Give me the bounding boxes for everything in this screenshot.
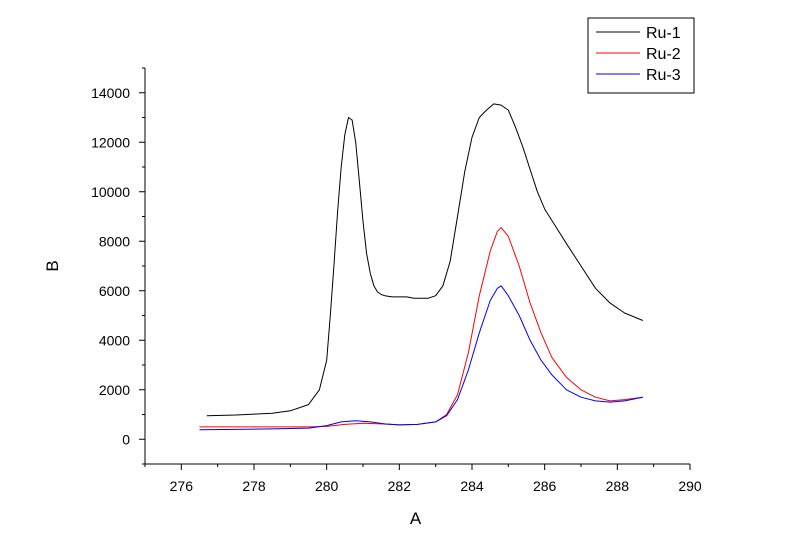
- x-tick-label: 282: [388, 478, 412, 494]
- legend-box: [587, 17, 695, 94]
- axes: [144, 68, 690, 465]
- x-tick-label: 288: [606, 478, 630, 494]
- series-line-ru-1: [206, 103, 643, 417]
- legend-label-ru-3: Ru-3: [646, 67, 681, 84]
- legend-label-ru-1: Ru-1: [646, 25, 681, 42]
- y-tick-label: 10000: [91, 184, 130, 200]
- y-tick-label: 2000: [99, 382, 130, 398]
- plot-lines: [199, 103, 643, 431]
- ticks: 276 278 280 282 284 286 288 290 0 2000 4000 6000 800…: [91, 67, 702, 494]
- x-tick-label: 286: [533, 478, 557, 494]
- x-axis-title: A: [410, 509, 422, 528]
- y-tick-label: 0: [122, 431, 130, 447]
- series-line-ru-2: [199, 227, 643, 428]
- x-tick-label: 280: [315, 478, 339, 494]
- x-tick-label: 278: [242, 478, 266, 494]
- x-tick-label: 284: [460, 478, 484, 494]
- legend: Ru-1 Ru-2 Ru-3: [587, 17, 695, 94]
- y-tick-label: 6000: [99, 283, 130, 299]
- series-line-ru-3: [199, 285, 643, 431]
- y-axis-title: B: [43, 260, 62, 271]
- x-tick-label: 276: [170, 478, 194, 494]
- y-tick-label: 14000: [91, 85, 130, 101]
- y-tick-label: 8000: [99, 233, 130, 249]
- y-tick-label: 4000: [99, 332, 130, 348]
- y-tick-label: 12000: [91, 134, 130, 150]
- x-tick-label: 290: [678, 478, 702, 494]
- legend-label-ru-2: Ru-2: [646, 46, 681, 63]
